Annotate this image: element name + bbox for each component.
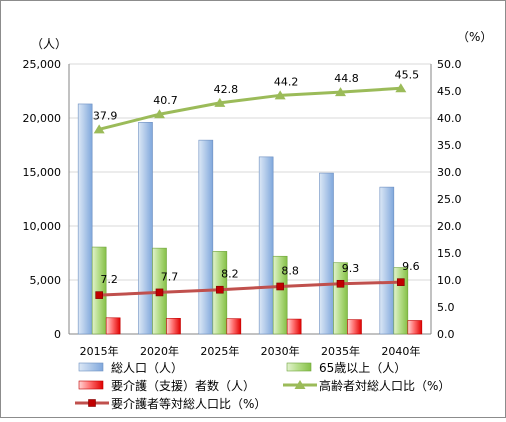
left-tick-label: 25,000 <box>23 58 62 71</box>
data-label: 8.2 <box>221 268 239 281</box>
bar <box>407 320 423 335</box>
line-marker <box>336 279 345 288</box>
bar <box>226 318 242 335</box>
data-label: 44.2 <box>274 75 299 88</box>
left-tick-label: 0 <box>54 328 61 341</box>
line-marker <box>274 90 286 100</box>
bar <box>138 122 153 335</box>
category-label: 2025年 <box>200 344 239 358</box>
right-tick-label: 5.0 <box>437 301 455 314</box>
line-marker <box>154 109 165 119</box>
legend-marker <box>88 399 96 407</box>
data-labels: 37.9 40.7 42.8 44.2 44.8 45.5 7.2 7.7 8.2 8.8 9.3 9… <box>93 68 420 286</box>
data-label: 9.3 <box>342 262 360 275</box>
data-label: 40.7 <box>153 94 178 107</box>
right-tick-label: 40.0 <box>437 112 462 125</box>
bar <box>258 156 274 335</box>
right-tick-label: 20.0 <box>437 220 462 233</box>
bar <box>272 255 288 335</box>
legend-marker <box>294 380 306 389</box>
left-tick-label: 20,000 <box>23 112 62 125</box>
legend-swatch <box>286 362 312 372</box>
bar <box>77 103 93 335</box>
line-marker <box>395 83 407 93</box>
line-marker <box>214 97 226 107</box>
legend-label: 高齢者対総人口比（%） <box>319 378 450 393</box>
bar <box>393 267 409 335</box>
legend-label: 要介護者等対総人口比（%） <box>111 396 266 411</box>
right-tick-label: 35.0 <box>437 139 462 152</box>
left-axis-unit: （人） <box>31 37 67 51</box>
data-label: 9.6 <box>402 260 420 273</box>
gridlines <box>68 63 432 335</box>
right-tick-label: 15.0 <box>437 247 462 260</box>
bar <box>198 139 214 335</box>
line-marker <box>276 282 284 291</box>
data-label: 8.8 <box>281 264 299 277</box>
category-label: 2020年 <box>140 344 179 358</box>
bar <box>319 172 334 335</box>
right-tick-label: 30.0 <box>437 166 462 179</box>
category-label: 2040年 <box>381 344 420 358</box>
data-label: 37.9 <box>93 109 118 122</box>
data-label: 44.8 <box>334 72 359 85</box>
data-label: 42.8 <box>214 83 239 96</box>
legend: 総人口（人） 65歳以上（人） 要介護（支援）者数（人） 高齢者対総人口比（%） 要介護… <box>75 361 450 411</box>
category-label: 2015年 <box>80 344 119 358</box>
left-tick-label: 5,000 <box>30 274 62 287</box>
line-marker <box>155 288 164 297</box>
line-marker <box>335 87 346 97</box>
axis-ticks: 0 5,000 10,000 15,000 20,000 25,000 0.0 5.0 10.0… <box>23 58 462 358</box>
bar-series <box>77 103 423 335</box>
right-tick-label: 10.0 <box>437 274 462 287</box>
series-line <box>98 86 401 131</box>
left-tick-label: 10,000 <box>23 220 62 233</box>
line-marker <box>93 124 105 134</box>
data-label: 7.2 <box>100 273 118 286</box>
category-label: 2030年 <box>261 344 300 358</box>
legend-label: 総人口（人） <box>111 361 183 375</box>
line-marker <box>216 285 224 294</box>
legend-swatch <box>78 380 104 390</box>
legend-label: 65歳以上（人） <box>319 361 406 375</box>
line-series <box>93 83 407 299</box>
category-label: 2035年 <box>321 344 360 358</box>
line-marker <box>95 291 103 299</box>
right-tick-label: 25.0 <box>437 193 462 206</box>
bar <box>91 246 107 335</box>
data-label: 45.5 <box>395 68 420 81</box>
right-tick-label: 50.0 <box>437 58 462 71</box>
left-tick-label: 15,000 <box>23 166 62 179</box>
line-marker <box>397 278 405 286</box>
right-tick-label: 45.0 <box>437 85 462 98</box>
bar <box>347 319 362 335</box>
legend-swatch <box>78 362 104 372</box>
data-label: 7.7 <box>161 270 179 283</box>
bar <box>379 186 395 335</box>
right-tick-label: 0.0 <box>437 328 455 341</box>
series-line <box>99 280 401 297</box>
legend-label: 要介護（支援）者数（人） <box>111 378 255 393</box>
right-axis-unit: （%） <box>457 30 492 44</box>
bar <box>286 318 302 335</box>
bar <box>166 318 181 335</box>
bar <box>105 317 121 335</box>
